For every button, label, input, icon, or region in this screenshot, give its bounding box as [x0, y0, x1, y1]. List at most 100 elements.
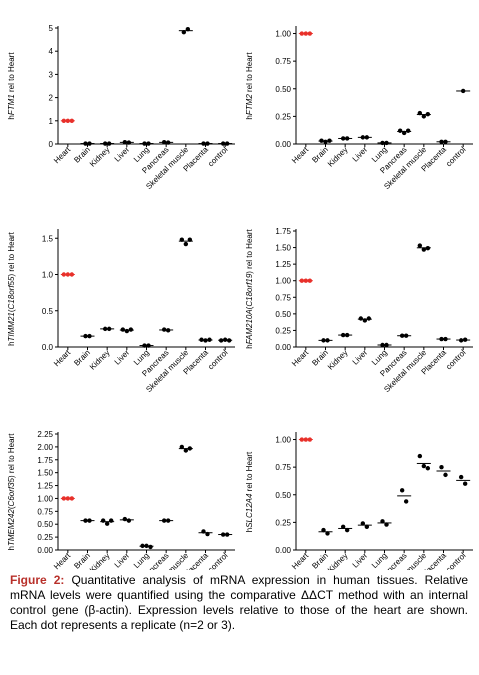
y-tick-label: 0.50: [275, 310, 291, 319]
data-point: [384, 522, 389, 527]
x-tick-label: Heart: [52, 551, 73, 570]
y-axis-label-part: SLC12A4: [245, 493, 254, 528]
x-tick-label: Heart: [52, 145, 73, 166]
data-point: [443, 472, 448, 478]
x-tick-label: Liver: [113, 145, 132, 164]
y-axis-label-part: C18orf19: [245, 273, 254, 306]
x-tick-label: Liver: [351, 348, 370, 367]
x-tick-label: control: [444, 348, 468, 372]
data-point: [344, 527, 350, 533]
x-tick-label: Heart: [290, 348, 311, 369]
x-tick-label: control: [444, 145, 468, 169]
data-point: [397, 128, 403, 133]
y-tick-label: 0.0: [42, 343, 54, 352]
y-tick-label: 0.5: [42, 307, 54, 316]
x-tick-label: Liver: [113, 348, 132, 367]
data-point: [462, 481, 468, 486]
y-axis-label-part: C18orf55: [7, 276, 16, 309]
data-point: [380, 519, 385, 524]
y-tick-label: 0.50: [275, 491, 291, 500]
y-tick-label: 2.25: [37, 430, 53, 439]
data-point: [425, 466, 431, 471]
y-axis-label-part: rel to Heart: [245, 451, 254, 494]
y-tick-label: 1.00: [275, 277, 291, 286]
x-tick-label: Heart: [290, 551, 311, 570]
y-tick-label: 0.75: [275, 463, 291, 472]
data-point: [421, 247, 427, 252]
y-tick-label: 4: [49, 47, 54, 56]
data-point: [124, 328, 130, 334]
y-axis-label-part: rel to Heart: [245, 52, 254, 95]
x-tick-label: Kidney: [88, 145, 112, 169]
data-point: [126, 518, 132, 523]
y-tick-label: 0.75: [37, 507, 53, 516]
y-axis-label-part: h: [245, 528, 254, 532]
y-axis-label-part: FTM2: [245, 94, 254, 115]
y-axis-label-part: h: [7, 341, 16, 345]
y-axis-label-part: ) rel to Heart: [7, 231, 16, 276]
data-point: [321, 527, 326, 533]
y-tick-label: 0.00: [275, 546, 291, 555]
data-point: [179, 444, 185, 450]
y-tick-label: 1.50: [275, 244, 291, 253]
y-axis-label-part: (: [7, 309, 16, 312]
y-tick-label: 1.00: [275, 30, 291, 39]
x-tick-label: Liver: [351, 145, 370, 164]
y-tick-label: 1.25: [37, 482, 53, 491]
x-tick-label: control: [206, 551, 230, 570]
data-point: [183, 241, 189, 247]
y-axis-label-part: TIMM21: [7, 312, 16, 341]
y-tick-label: 0.25: [275, 326, 291, 335]
y-tick-label: 2.00: [37, 443, 53, 452]
y-tick-label: 1: [49, 117, 54, 126]
x-tick-label: Heart: [290, 145, 311, 166]
x-tick-label: control: [444, 551, 468, 570]
y-tick-label: 1.5: [42, 234, 54, 243]
y-axis-label: hFTM1 rel to Heart: [7, 52, 16, 120]
y-tick-label: 0.50: [275, 85, 291, 94]
y-axis-label: hTMEM242(C6orf35) rel to Heart: [7, 433, 16, 551]
x-tick-label: Liver: [351, 551, 370, 570]
y-tick-label: 0.25: [275, 518, 291, 527]
y-tick-label: 0.00: [37, 546, 53, 555]
x-tick-label: Kidney: [88, 348, 112, 372]
y-tick-label: 0.25: [275, 112, 291, 121]
data-point: [421, 463, 427, 469]
y-tick-label: 1.00: [275, 436, 291, 445]
data-point: [340, 524, 346, 529]
y-axis-label-part: ) rel to Heart: [245, 228, 254, 273]
data-point: [148, 544, 153, 550]
data-point: [421, 114, 427, 119]
y-axis-label-part: TMEM242: [7, 509, 16, 546]
caption: Figure 2: Quantitative analysis of mRNA …: [10, 573, 468, 633]
caption-label: Figure 2:: [10, 573, 65, 587]
x-tick-label: Heart: [52, 348, 73, 369]
y-tick-label: 0.00: [275, 140, 291, 149]
y-axis-label-part: h: [7, 546, 16, 550]
y-axis-label-part: (: [7, 506, 16, 509]
y-tick-label: 0.00: [275, 343, 291, 352]
data-point: [183, 448, 189, 453]
x-tick-label: control: [206, 348, 230, 372]
y-tick-label: 1.25: [275, 260, 291, 269]
y-axis-label-part: h: [7, 115, 16, 119]
y-axis-label-part: h: [245, 344, 254, 348]
y-tick-label: 0.75: [275, 57, 291, 66]
y-tick-label: 0.75: [275, 293, 291, 302]
y-axis-label-part: C6orf35: [7, 477, 16, 506]
y-tick-label: 3: [49, 70, 54, 79]
data-point: [403, 499, 409, 504]
y-axis-label: hSLC12A4 rel to Heart: [245, 451, 254, 532]
y-tick-label: 1.00: [37, 494, 53, 503]
data-point: [405, 128, 411, 133]
data-point: [364, 524, 370, 529]
data-point: [323, 139, 328, 144]
data-point: [325, 531, 330, 536]
x-tick-label: Kidney: [326, 348, 350, 372]
y-axis-label-part: (: [245, 306, 254, 309]
y-axis-label: hFAM210A(C18orf19) rel to Heart: [245, 228, 254, 348]
data-point: [122, 516, 128, 522]
data-point: [360, 521, 366, 526]
data-point: [104, 521, 110, 526]
